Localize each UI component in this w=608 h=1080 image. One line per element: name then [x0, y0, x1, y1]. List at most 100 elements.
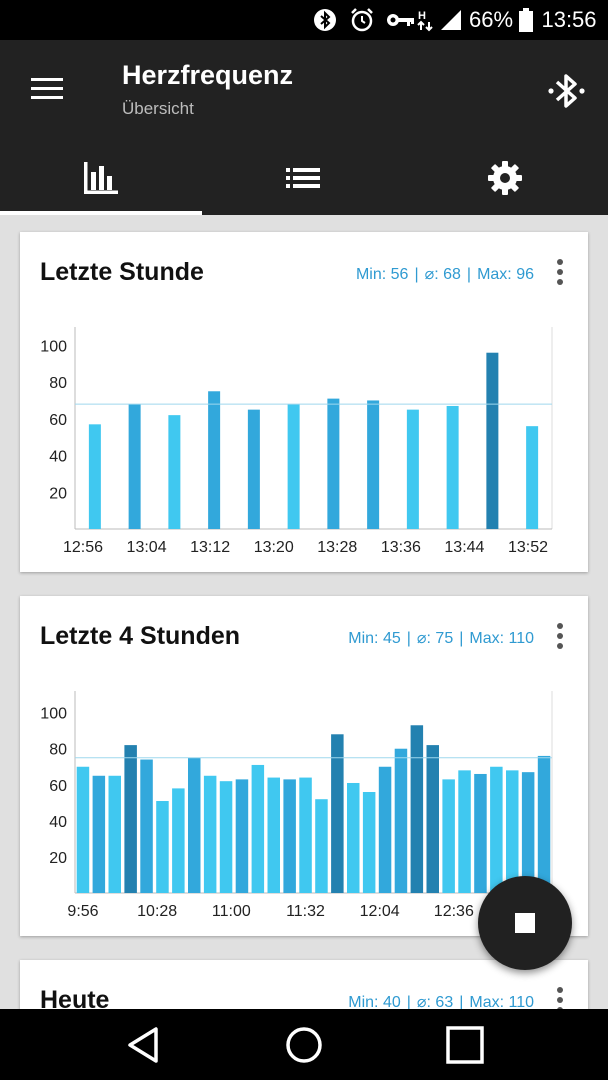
- bar: [367, 400, 380, 529]
- bar: [394, 748, 408, 893]
- clock: 13:56: [541, 7, 597, 32]
- bar: [140, 759, 153, 893]
- bar: [446, 405, 459, 529]
- y-tick-label: 40: [49, 814, 67, 831]
- y-tick-label: 40: [49, 449, 67, 466]
- stat-max: Max: 110: [469, 630, 534, 647]
- tab-chart[interactable]: [0, 140, 202, 215]
- chart-last-4-hours: 20 40 60 80 100 9:56 10:28 11:00 11:32 12:04 12:36…: [40, 691, 553, 920]
- bar-chart-icon: [84, 161, 118, 194]
- x-tick-label: 10:28: [137, 903, 177, 920]
- y-tick-label: 80: [49, 375, 67, 392]
- card-last-4-hours[interactable]: Letzte 4 Stunden Min: 45 | ⌀: 75 | Max: 110 …: [20, 596, 588, 936]
- bar: [219, 781, 233, 893]
- app-title: Herzfrequenz: [122, 60, 294, 90]
- battery-percent: 66%: [468, 7, 514, 32]
- x-tick-label: 13:12: [190, 539, 230, 556]
- more-options-icon[interactable]: [550, 621, 570, 651]
- bar: [156, 801, 169, 893]
- bar: [426, 745, 439, 893]
- bar: [490, 766, 503, 893]
- hamburger-menu-icon[interactable]: [28, 74, 66, 104]
- bar: [378, 766, 392, 893]
- x-tick-label: 13:36: [381, 539, 421, 556]
- bar: [128, 404, 141, 529]
- alarm-icon: [348, 8, 376, 32]
- bar: [315, 799, 328, 893]
- y-tick-label: 60: [49, 778, 67, 795]
- stat-max: Max: 110: [469, 994, 534, 1011]
- chart-last-hour: 20 40 60 80 100 12:56 13:04 13:12 13:20 13:28 13:3…: [40, 327, 553, 556]
- bluetooth-connect-icon[interactable]: [544, 68, 590, 114]
- stop-recording-button[interactable]: [478, 876, 572, 970]
- y-tick-label: 100: [40, 706, 67, 723]
- x-tick-label: 12:04: [360, 903, 400, 920]
- hplus-signal-icon: H: [416, 8, 436, 32]
- navigation-bar: [0, 1009, 608, 1080]
- bar: [526, 426, 539, 529]
- y-tick-label: 20: [49, 850, 67, 867]
- bar: [203, 775, 217, 893]
- x-tick-label: 12:36: [434, 903, 474, 920]
- bar: [362, 792, 376, 893]
- x-tick-label: 9:56: [67, 903, 98, 920]
- stat-avg: ⌀: 68: [424, 266, 461, 283]
- x-tick-label: 13:04: [127, 539, 167, 556]
- bar: [108, 775, 121, 893]
- bar: [406, 409, 419, 529]
- stat-max: Max: 96: [477, 266, 534, 283]
- stat-avg: ⌀: 75: [416, 630, 454, 647]
- bar: [172, 788, 185, 893]
- recents-icon[interactable]: [443, 1023, 487, 1067]
- x-tick-label: 13:20: [254, 539, 294, 556]
- x-tick-label: 11:32: [286, 903, 325, 920]
- bar: [251, 764, 265, 893]
- bar: [188, 757, 201, 893]
- x-tick-label: 13:44: [444, 539, 484, 556]
- y-tick-label: 100: [40, 338, 67, 355]
- bar: [521, 772, 535, 893]
- app-subtitle: Übersicht: [122, 99, 194, 118]
- more-options-icon[interactable]: [550, 257, 570, 287]
- card-stats: Min: 40 | ⌀: 63 | Max: 110: [348, 994, 534, 1011]
- card-stats: Min: 45 | ⌀: 75 | Max: 110: [348, 630, 534, 647]
- svg-text:H: H: [418, 10, 426, 22]
- bar: [124, 745, 137, 893]
- stat-avg: ⌀: 63: [416, 994, 454, 1011]
- battery-icon: [518, 8, 534, 32]
- stat-min: Min: 45: [348, 630, 401, 647]
- bar: [458, 770, 471, 893]
- bar: [267, 777, 280, 893]
- stat-min: Min: 40: [348, 994, 401, 1011]
- bar: [299, 777, 312, 893]
- bar: [88, 424, 101, 529]
- bar: [506, 770, 519, 893]
- tab-list[interactable]: [202, 140, 404, 215]
- home-icon[interactable]: [282, 1023, 326, 1067]
- card-stats: Min: 56 | ⌀: 68 | Max: 96: [355, 266, 534, 283]
- bar: [283, 779, 296, 893]
- bar: [410, 725, 424, 893]
- x-tick-label: 12:56: [63, 539, 103, 556]
- card-last-hour[interactable]: Letzte Stunde Min: 56 | ⌀: 68 | Max: 96 20 40…: [20, 232, 588, 572]
- back-icon[interactable]: [122, 1023, 166, 1067]
- bar: [287, 404, 300, 529]
- x-tick-label: 13:28: [317, 539, 357, 556]
- status-bar: H 66% 13:56: [0, 0, 608, 40]
- cell-signal-icon: [438, 8, 464, 32]
- stat-min: Min: 56: [355, 266, 409, 283]
- bar: [168, 415, 181, 529]
- card-title: Letzte 4 Stunden: [40, 622, 241, 650]
- bar: [486, 352, 499, 529]
- bar: [76, 766, 90, 893]
- bar: [474, 773, 487, 893]
- x-tick-label: 11:00: [212, 903, 251, 920]
- y-tick-label: 20: [49, 485, 67, 502]
- bar: [327, 398, 340, 529]
- bar: [247, 409, 260, 529]
- bar: [347, 782, 360, 893]
- bar: [235, 779, 249, 893]
- card-title: Letzte Stunde: [40, 258, 204, 286]
- tab-settings[interactable]: [404, 140, 606, 215]
- bar: [537, 755, 551, 893]
